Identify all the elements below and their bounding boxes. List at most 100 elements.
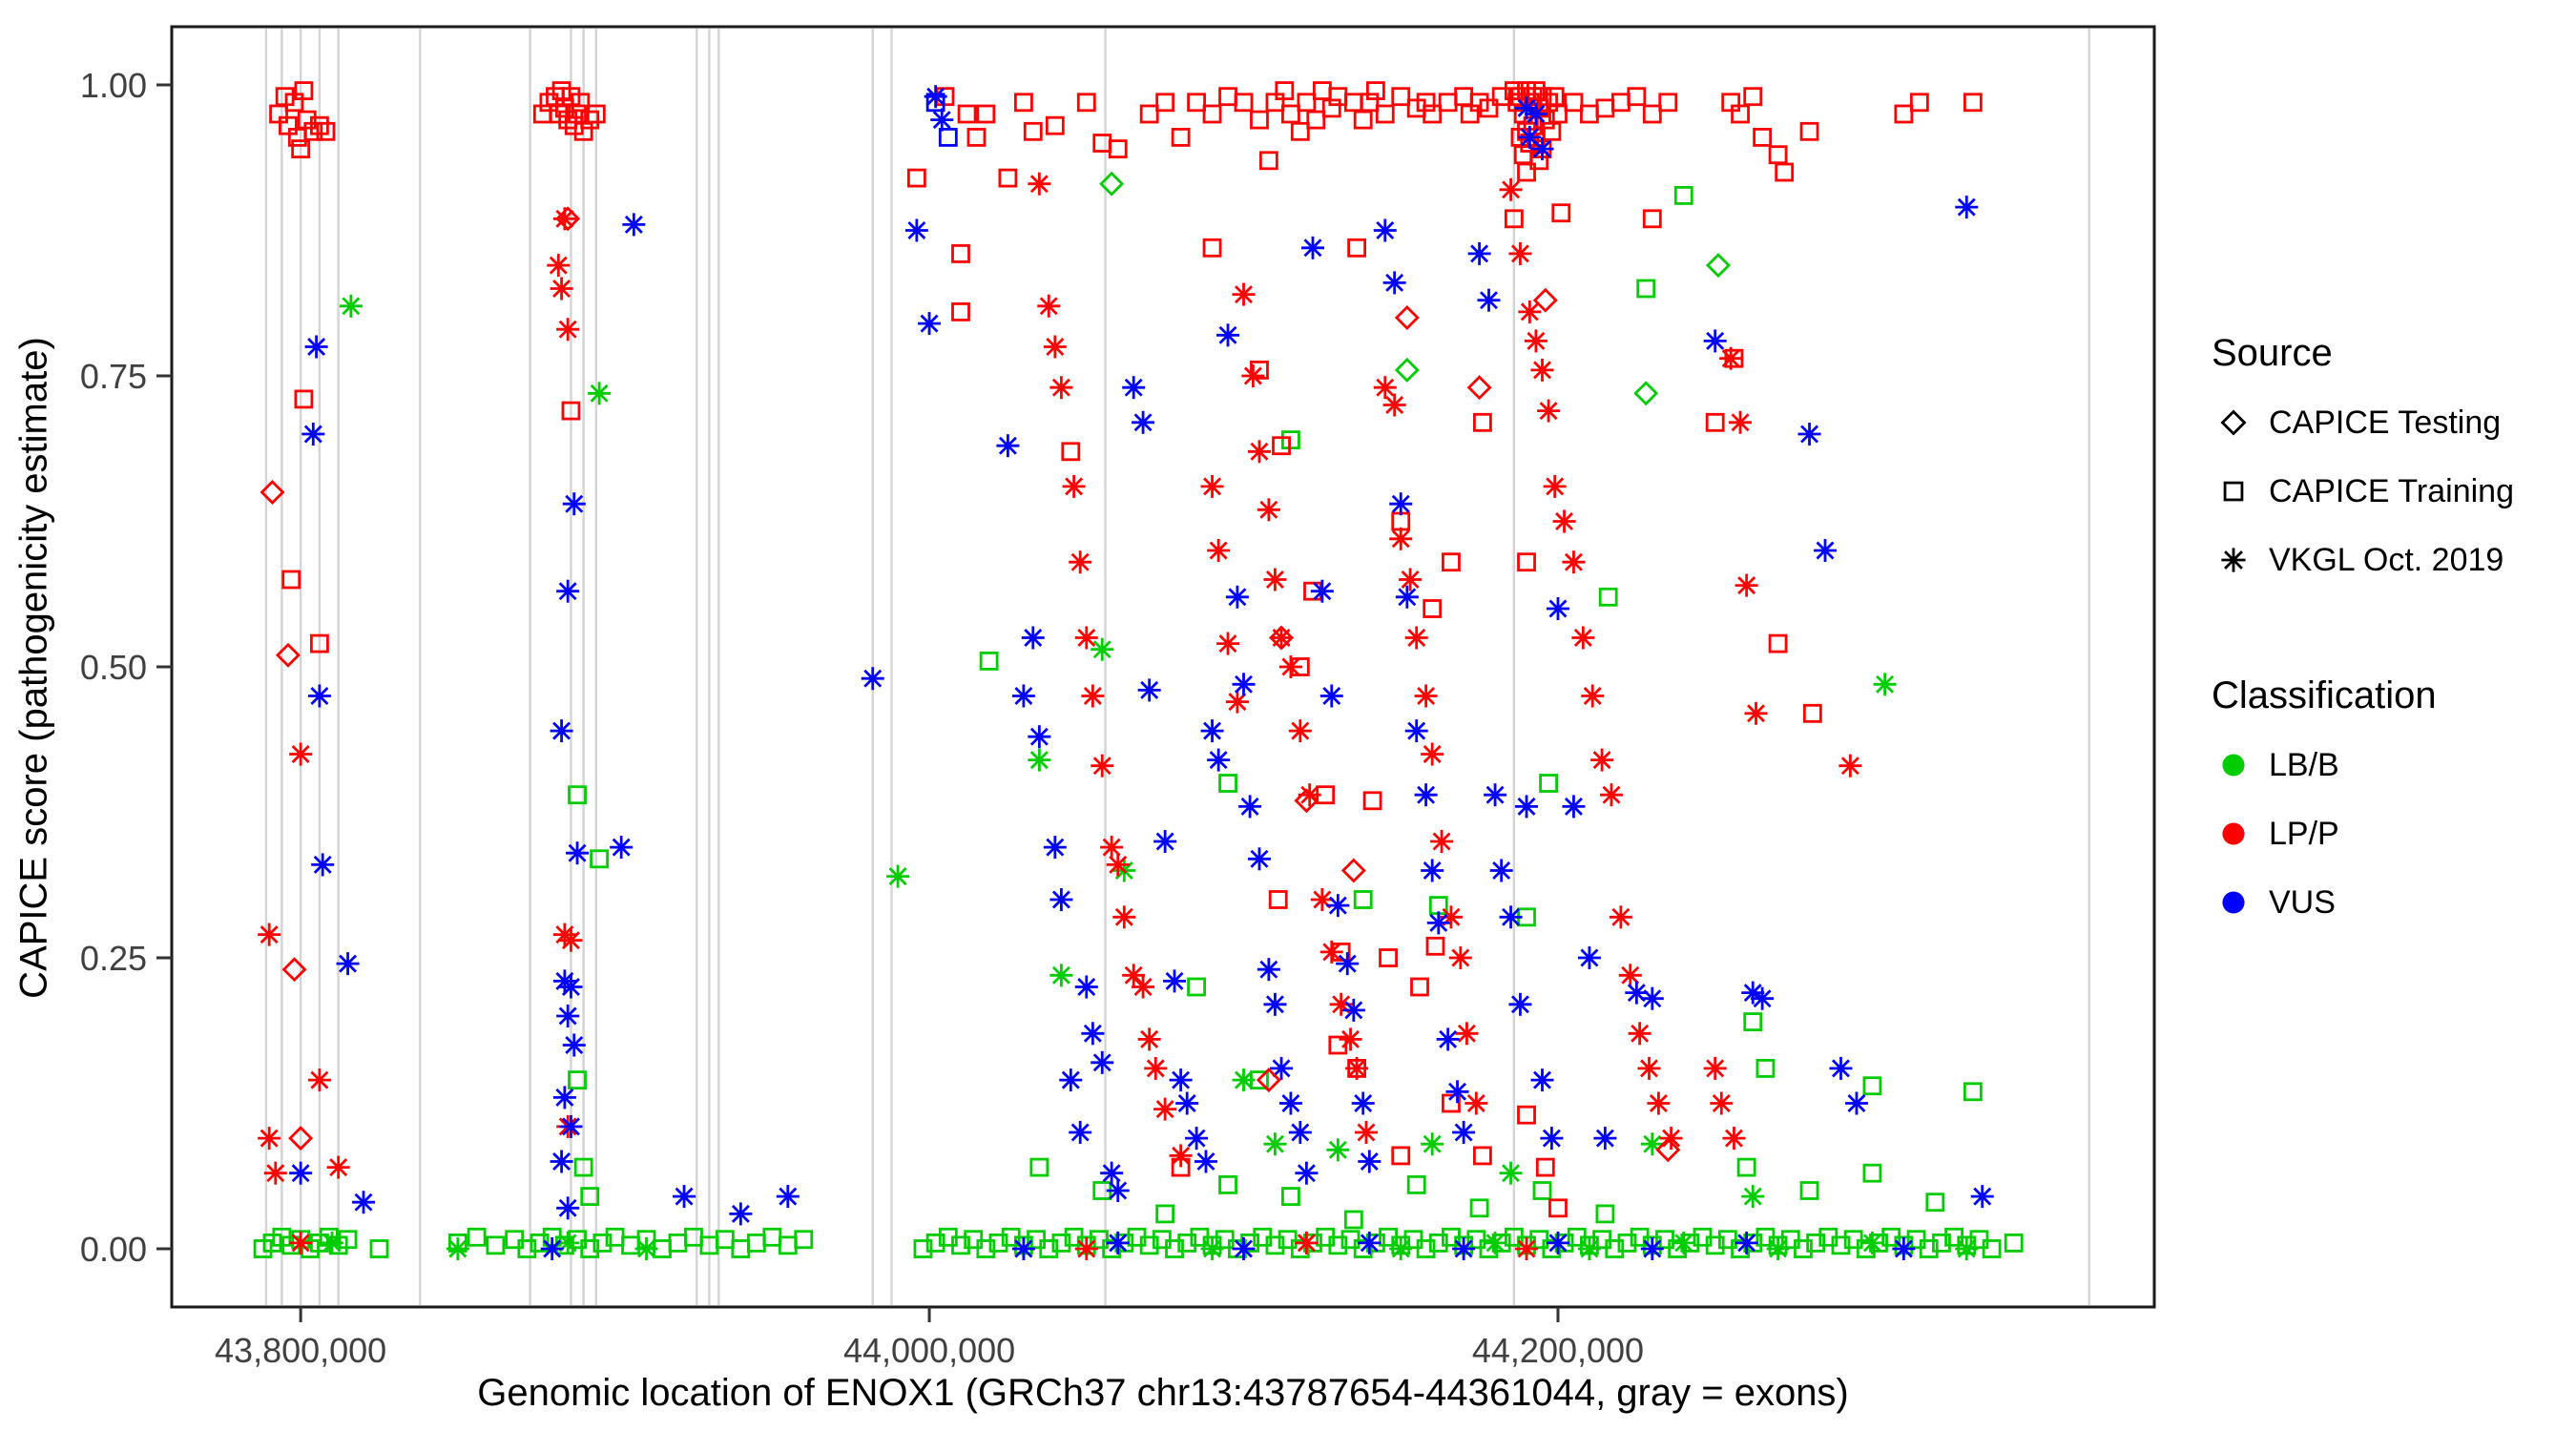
data-point-asterisk (1207, 539, 1231, 562)
data-point-asterisk (1310, 579, 1334, 603)
data-point-asterisk (1049, 376, 1073, 400)
data-point-square (1023, 121, 1043, 141)
data-point-square (1794, 1239, 1813, 1258)
data-point-square (309, 115, 329, 135)
data-point-square (1610, 93, 1631, 113)
data-point-asterisk (1625, 981, 1649, 1005)
legend-item-capice-testing: CAPICE Testing (2212, 388, 2566, 457)
data-point-square (1240, 1234, 1259, 1253)
data-point-asterisk (1345, 1056, 1369, 1080)
data-point-square (1297, 93, 1317, 113)
y-tick-label: 0.75 (80, 357, 147, 396)
data-point-square (1343, 1210, 1363, 1230)
data-point-asterisk (1766, 1237, 1790, 1260)
data-point-square (1548, 1198, 1568, 1218)
data-point-asterisk (1571, 626, 1595, 650)
data-point-asterisk (1722, 1127, 1746, 1151)
data-point-asterisk (263, 1161, 287, 1185)
data-point-asterisk (1163, 969, 1187, 993)
data-point-asterisk (1049, 888, 1073, 911)
data-point-square (1517, 1105, 1536, 1125)
data-point-asterisk (1241, 364, 1265, 387)
data-point-square (951, 301, 970, 321)
legend-item-label: CAPICE Testing (2269, 404, 2502, 441)
data-point-square (1155, 1204, 1175, 1224)
data-point-asterisk (1132, 410, 1155, 434)
data-point-diamond (1466, 375, 1492, 401)
legend-classification-title: Classification (2212, 674, 2437, 716)
data-point-asterisk (1106, 1179, 1130, 1202)
data-point-square (303, 121, 323, 141)
data-point-asterisk (1955, 196, 1979, 219)
data-point-square (1919, 1239, 1939, 1258)
data-point-asterisk (1351, 1091, 1375, 1115)
data-point-square (1108, 139, 1128, 159)
data-point-asterisk (1546, 1231, 1569, 1255)
data-point-square (1532, 1181, 1552, 1200)
data-point-asterisk (1452, 1237, 1476, 1260)
data-point-square (1362, 791, 1382, 811)
data-point-square (1171, 127, 1191, 147)
data-point-asterisk (1106, 853, 1130, 877)
legend-group-classification: Classification LB/B LP/P VUS (2212, 674, 2566, 937)
data-point-asterisk (321, 1231, 344, 1255)
data-point-asterisk (634, 1237, 658, 1260)
data-point-square (1202, 104, 1222, 124)
data-point-square (1187, 977, 1206, 997)
data-point-asterisk (1339, 1027, 1362, 1051)
legend-item-label: CAPICE Training (2269, 472, 2514, 509)
data-point-diamond (260, 480, 285, 505)
data-point-asterisk (924, 85, 947, 109)
data-point-diamond (1256, 1068, 1281, 1093)
data-point-square (1045, 115, 1065, 135)
data-point-asterisk (622, 213, 646, 237)
data-point-square (573, 121, 593, 141)
data-point-asterisk (1326, 1138, 1350, 1162)
data-point-asterisk (1530, 358, 1554, 382)
data-point-asterisk (550, 277, 573, 301)
data-point-asterisk (1153, 1097, 1177, 1121)
data-point-square (976, 104, 996, 124)
data-point-asterisk (304, 335, 328, 359)
data-point-asterisk (1797, 423, 1821, 446)
data-point-asterisk (886, 864, 910, 888)
data-point-square (1250, 110, 1269, 130)
data-point-asterisk (307, 684, 331, 708)
data-point-asterisk (1021, 626, 1045, 650)
data-point-square (1963, 1082, 1983, 1102)
data-point-asterisk (776, 1185, 800, 1209)
red-dot-icon (2222, 822, 2245, 845)
data-point-asterisk (1672, 1231, 1695, 1255)
data-point-asterisk (1445, 1080, 1469, 1104)
data-point-asterisk (1194, 1150, 1217, 1173)
data-point-asterisk (1515, 1237, 1539, 1260)
data-point-square (580, 1239, 600, 1258)
data-point-square (1642, 104, 1662, 124)
data-point-square (1092, 134, 1112, 153)
data-point-square (957, 104, 977, 124)
data-point-asterisk (1448, 946, 1472, 969)
data-point-square (1290, 121, 1310, 141)
legend: Source CAPICE Testing CAPICE Training VK… (2212, 332, 2566, 937)
data-point-square (1353, 890, 1373, 909)
data-point-asterisk (1153, 830, 1177, 853)
data-point-asterisk (559, 1114, 583, 1138)
data-point-square (1423, 599, 1443, 618)
data-point-square (1375, 104, 1395, 124)
data-point-asterisk (1860, 1231, 1884, 1255)
data-point-asterisk (1421, 1132, 1444, 1156)
data-point-asterisk (588, 382, 612, 405)
data-point-square (1013, 93, 1033, 113)
data-point-asterisk (1955, 1237, 1979, 1260)
data-point-asterisk (1062, 474, 1086, 498)
data-point-square (1442, 1093, 1461, 1113)
data-point-square (1799, 121, 1819, 141)
blue-dot-icon (2222, 891, 2245, 914)
data-point-square (1272, 436, 1291, 456)
data-point-square (1982, 1239, 2002, 1258)
legend-item-lbb: LB/B (2212, 731, 2566, 799)
data-point-square (762, 1227, 782, 1247)
data-point-asterisk (1489, 859, 1513, 882)
data-point-asterisk (1546, 597, 1569, 620)
